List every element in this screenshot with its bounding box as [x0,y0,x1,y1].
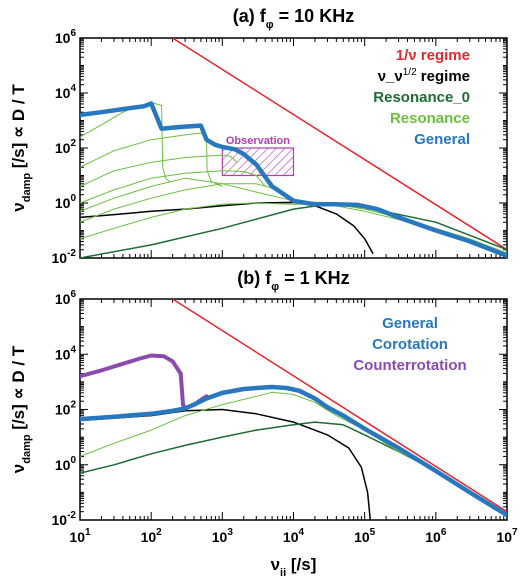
legend-entry: General [382,315,438,332]
x-tick-label: 101 [69,527,91,545]
x-tick-label: 107 [496,527,518,545]
plot-area [80,299,507,520]
x-tick-label: 102 [141,527,163,545]
panel-b: (b) fφ = 1 KHz 10-2 100 102 104 106 101 102 103 1… [9,268,518,579]
x-tick-label: 105 [354,527,376,545]
panel-a: (a) fφ = 10 KHz 10-2 100 102 104 106 νdamp [/s… [9,6,507,266]
y-axis-label: νdamp [/s] ∝ D / T [9,84,33,212]
legend-entry: Resonance_0 [373,89,470,106]
series-resonance-line [80,155,237,186]
panel-a-title: (a) fφ = 10 KHz [233,6,354,31]
observation-label: Observation [226,135,290,147]
plot-frame [80,299,507,520]
y-tick-label: 106 [55,289,77,307]
series--1-2-regime-line [80,410,370,521]
y-tick-label: 104 [55,83,77,101]
series-resonance-line [80,178,507,253]
x-tick-label: 106 [425,527,447,545]
y-tick-label: 104 [55,344,77,362]
y-tick-label: 102 [55,400,77,418]
series-counterrotation-line [80,356,207,409]
series-resonance-line [162,106,170,182]
y-tick-label: 100 [55,455,77,473]
x-tick-label: 104 [283,527,305,545]
x-axis-label: νii [/s] [271,555,317,579]
y-tick-label: 100 [55,193,77,211]
series-resonance-line [80,392,507,515]
legend-entry: ν_ν1/2 regime [378,67,470,85]
x-tick-label: 103 [212,527,234,545]
y-tick-label: 106 [55,28,77,46]
panel-b-title: (b) fφ = 1 KHz [237,268,349,293]
y-tick-label: 102 [55,138,77,156]
legend-entry: Resonance [390,110,470,127]
legend-entry: 1/ν regime [396,47,470,64]
series-general-line [80,387,507,515]
legend-entry: General [414,131,470,148]
y-axis-label: νdamp [/s] ∝ D / T [9,345,33,473]
y-tick-label: 10-2 [52,248,77,266]
series-resonance-line [80,133,207,167]
legend-entry: Corotation [372,336,448,353]
legend-entry: Counterrotation [353,357,466,374]
series-1-regime-line [173,299,507,512]
y-tick-label: 10-2 [52,510,77,528]
series-resonance-0-line [80,422,507,515]
